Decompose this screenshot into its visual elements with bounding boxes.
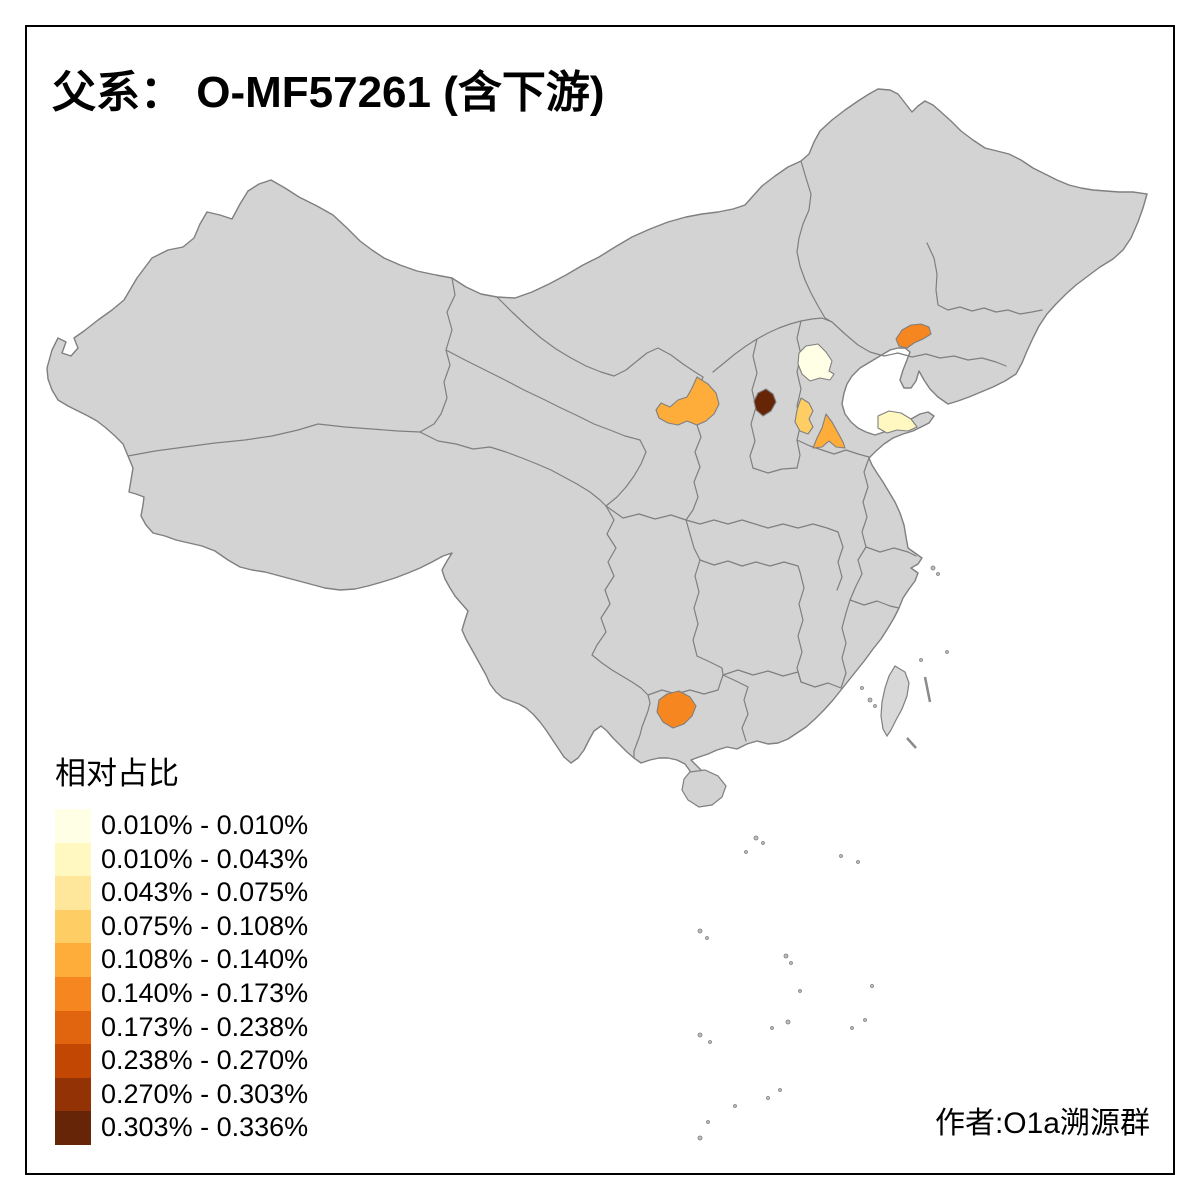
- legend-title: 相对占比: [55, 756, 179, 791]
- choropleth-region-2: [877, 410, 918, 434]
- legend-swatch-1: [55, 809, 91, 843]
- legend-swatch-3: [55, 876, 91, 910]
- legend-swatch-8: [55, 1044, 91, 1078]
- legend-label-2: 0.010% - 0.043%: [101, 843, 309, 874]
- legend-label-9: 0.270% - 0.303%: [101, 1078, 309, 1109]
- legend-row: 0.173% - 0.238%: [55, 1010, 309, 1045]
- province-boundaries: [127, 160, 1043, 759]
- legend-row: 0.108% - 0.140%: [55, 943, 308, 977]
- legend-label-5: 0.108% - 0.140%: [101, 944, 309, 975]
- legend-swatch-9: [55, 1077, 91, 1112]
- legend-row: 0.270% - 0.303%: [55, 1077, 309, 1112]
- legend-label-1: 0.010% - 0.010%: [101, 810, 309, 840]
- choropleth-region-7: [656, 690, 697, 729]
- legend-swatch-5: [55, 943, 91, 977]
- south-china-sea-islets: [697, 565, 949, 1141]
- taiwan-island: [880, 665, 910, 738]
- legend-label-4: 0.075% - 0.108%: [101, 910, 309, 941]
- legend-swatch-2: [55, 842, 91, 877]
- dash-islets: [906, 676, 932, 749]
- choropleth-region-6: [895, 323, 932, 349]
- legend-label-6: 0.140% - 0.173%: [101, 977, 309, 1008]
- legend-swatch-4: [55, 909, 91, 944]
- legend-swatch-6: [55, 976, 91, 1011]
- legend-row: 0.010% - 0.010%: [55, 809, 308, 843]
- legend-label-10: 0.303% - 0.336%: [101, 1112, 309, 1143]
- legend-row: 0.043% - 0.075%: [55, 876, 308, 910]
- legend-swatch-7: [55, 1010, 91, 1045]
- legend-label-7: 0.173% - 0.238%: [101, 1011, 309, 1042]
- legend-row: 0.140% - 0.173%: [55, 976, 309, 1011]
- legend: 相对占比 0.010% - 0.010% 0.010% - 0.043% 0.0…: [55, 748, 308, 1145]
- figure-title: 父系： O-MF57261 (含下游): [52, 68, 605, 117]
- author-attribution: 作者:O1a溯源群: [934, 1107, 1150, 1140]
- choropleth-region-8: [753, 388, 777, 417]
- choropleth-region-3: [794, 397, 814, 435]
- choropleth-region-1: [797, 343, 835, 382]
- choropleth-region-5: [812, 413, 846, 449]
- legend-row: 0.238% - 0.270%: [55, 1044, 308, 1078]
- legend-label-8: 0.238% - 0.270%: [101, 1045, 309, 1076]
- legend-row: 0.010% - 0.043%: [55, 842, 309, 877]
- plot-border-frame: [25, 25, 1175, 1175]
- hainan-island: [681, 769, 727, 808]
- legend-label-3: 0.043% - 0.075%: [101, 877, 309, 908]
- legend-row: 0.075% - 0.108%: [55, 909, 309, 944]
- islands: [681, 565, 949, 1141]
- legend-swatch-10: [55, 1111, 91, 1145]
- colored-regions: [655, 323, 932, 729]
- legend-row: 0.303% - 0.336%: [55, 1111, 308, 1145]
- choropleth-region-4: [655, 376, 720, 426]
- china-mainland-shape: [46, 88, 1148, 790]
